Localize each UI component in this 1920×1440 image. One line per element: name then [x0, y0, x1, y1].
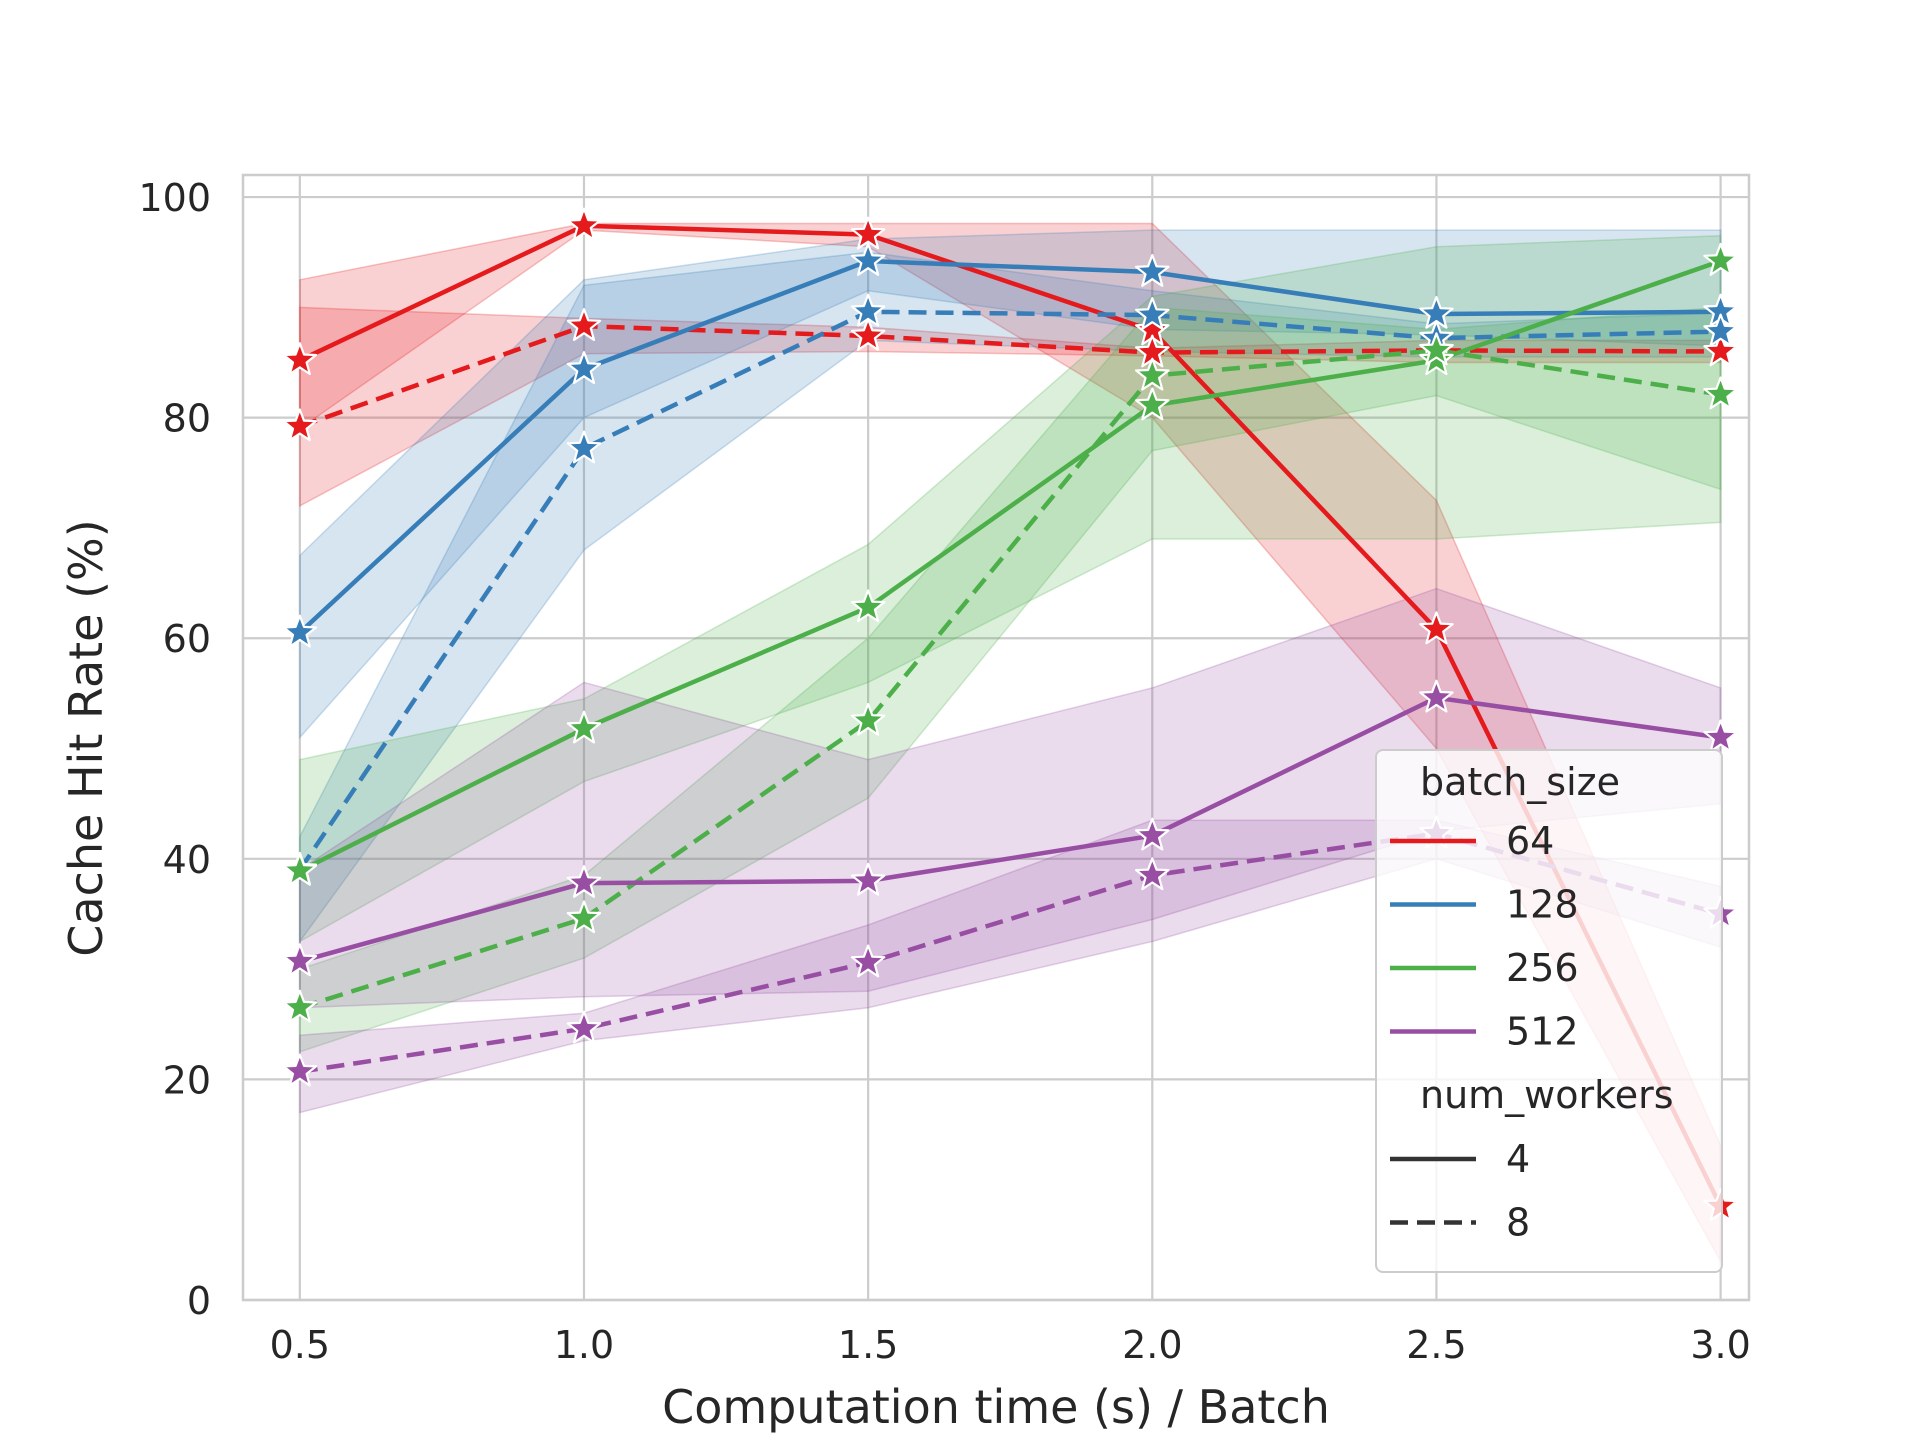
data-point-bs256-nw8	[566, 900, 602, 934]
x-tick-label: 0.5	[270, 1323, 330, 1367]
data-point-bs64-nw4	[566, 207, 602, 241]
y-tick-label: 60	[163, 617, 211, 661]
data-point-bs64-nw4	[850, 216, 886, 250]
legend-hue-title: batch_size	[1420, 760, 1620, 804]
legend-label-bs64: 64	[1506, 819, 1554, 863]
data-point-bs256-nw4	[282, 852, 318, 886]
data-point-bs512-nw8	[1135, 857, 1170, 891]
x-axis-label: Computation time (s) / Batch	[662, 1380, 1330, 1434]
y-tick-labels: 0 20 40 60 80 100	[138, 176, 211, 1323]
data-point-bs64-nw8	[282, 408, 318, 442]
x-tick-label: 2.0	[1122, 1323, 1182, 1367]
data-point-bs512-nw4	[850, 862, 886, 896]
x-tick-labels: 0.5 1.0 1.5 2.0 2.5 3.0	[270, 1323, 1751, 1367]
series-line-bs64-nw4	[298, 223, 1723, 1208]
data-point-bs128-nw8	[850, 293, 886, 327]
series-markers	[282, 207, 1738, 1222]
x-tick-label: 3.0	[1690, 1323, 1750, 1367]
data-point-bs128-nw4	[282, 614, 318, 648]
ci-band-bs256-nw8	[299, 306, 1722, 1053]
data-point-bs64-nw4	[282, 342, 318, 376]
data-point-bs512-nw4	[1135, 817, 1170, 851]
data-point-bs512-nw4	[566, 865, 602, 898]
data-point-bs256-nw8	[850, 702, 886, 736]
data-point-bs128-nw4	[850, 242, 886, 276]
series-line-bs128-nw4	[298, 258, 1721, 635]
data-point-bs128-nw4	[1135, 254, 1170, 287]
data-point-bs64-nw4	[1419, 611, 1454, 645]
data-point-bs256-nw8	[282, 989, 318, 1023]
data-point-bs256-nw4	[850, 589, 886, 623]
ci-band-bs256-nw4	[299, 234, 1722, 943]
data-point-bs256-nw4	[1135, 387, 1170, 421]
data-point-bs256-nw8	[1419, 332, 1454, 366]
data-point-bs64-nw8	[566, 308, 602, 341]
confidence-bands	[299, 222, 1722, 1265]
data-point-bs256-nw4	[1703, 242, 1738, 276]
legend: batch_size 64 128 256 512 num_workers 4 8	[1375, 749, 1723, 1273]
y-tick-label: 80	[163, 397, 211, 441]
x-tick-label: 2.5	[1406, 1323, 1466, 1367]
y-axis-label: Cache Hit Rate (%)	[59, 519, 113, 956]
legend-label-bs128: 128	[1506, 883, 1579, 927]
legend-label-bs512: 512	[1506, 1010, 1579, 1054]
series-line-bs256-nw4	[298, 258, 1722, 874]
y-tick-label: 40	[163, 838, 211, 882]
y-tick-label: 20	[163, 1058, 211, 1102]
data-point-bs64-nw8	[850, 317, 886, 351]
series-line-bs128-nw8	[297, 309, 1721, 872]
data-point-bs512-nw4	[1419, 679, 1454, 713]
data-point-bs512-nw8	[850, 944, 886, 978]
legend-label-nw8: 8	[1506, 1201, 1530, 1245]
legend-box	[1375, 749, 1723, 1273]
series-line-bs64-nw8	[299, 323, 1721, 429]
x-tick-label: 1.0	[554, 1323, 614, 1367]
data-point-bs64-nw8	[1703, 333, 1738, 367]
data-point-bs128-nw4	[566, 351, 602, 384]
legend-style-title: num_workers	[1420, 1073, 1674, 1117]
x-tick-label: 1.5	[838, 1323, 898, 1367]
data-point-bs512-nw8	[566, 1010, 602, 1044]
data-point-bs128-nw8	[1703, 313, 1738, 347]
data-point-bs512-nw4	[282, 943, 318, 977]
legend-label-bs256: 256	[1506, 946, 1579, 990]
series-lines	[297, 223, 1723, 1208]
y-tick-label: 100	[138, 176, 211, 220]
data-point-bs512-nw4	[1703, 719, 1738, 753]
series-line-bs512-nw4	[299, 695, 1721, 964]
legend-label-nw4: 4	[1506, 1137, 1530, 1181]
data-point-bs256-nw8	[1135, 357, 1170, 391]
data-point-bs256-nw8	[1703, 376, 1738, 410]
series-line-bs256-nw8	[299, 348, 1721, 1010]
data-point-bs256-nw4	[566, 710, 602, 744]
data-point-bs128-nw8	[1135, 297, 1170, 330]
data-point-bs128-nw8	[566, 430, 602, 464]
data-point-bs512-nw8	[282, 1053, 318, 1087]
y-tick-label: 0	[187, 1279, 211, 1323]
